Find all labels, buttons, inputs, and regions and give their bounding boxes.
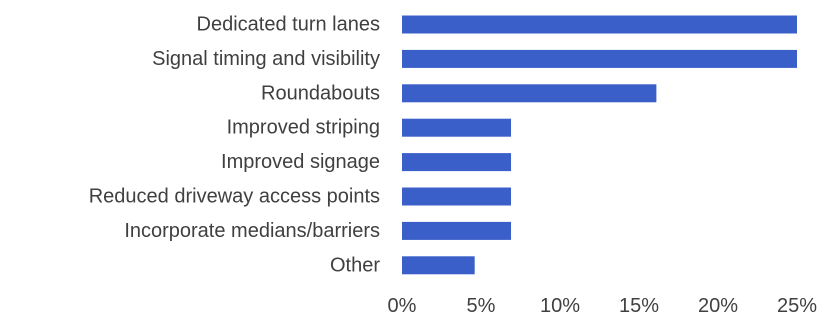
x-tick-label: 10% <box>540 295 580 317</box>
bar <box>402 221 512 240</box>
bar <box>402 256 475 275</box>
category-label: Signal timing and visibility <box>152 48 380 70</box>
x-tick-label: 15% <box>619 295 659 317</box>
category-label: Improved striping <box>227 117 380 139</box>
bar <box>402 118 512 137</box>
bar <box>402 49 797 68</box>
x-tick-label: 5% <box>467 295 496 317</box>
bar <box>402 153 512 172</box>
x-tick-label: 0% <box>388 295 417 317</box>
bar <box>402 187 512 206</box>
category-label: Incorporate medians/barriers <box>124 220 380 242</box>
category-label: Other <box>330 254 380 276</box>
category-label: Improved signage <box>221 151 380 173</box>
x-tick-label: 25% <box>777 295 817 317</box>
bar <box>402 15 797 34</box>
category-label: Roundabouts <box>261 82 380 104</box>
category-label: Reduced driveway access points <box>89 186 380 208</box>
category-label: Dedicated turn lanes <box>197 14 380 36</box>
x-tick-label: 20% <box>698 295 738 317</box>
bar <box>402 84 657 103</box>
